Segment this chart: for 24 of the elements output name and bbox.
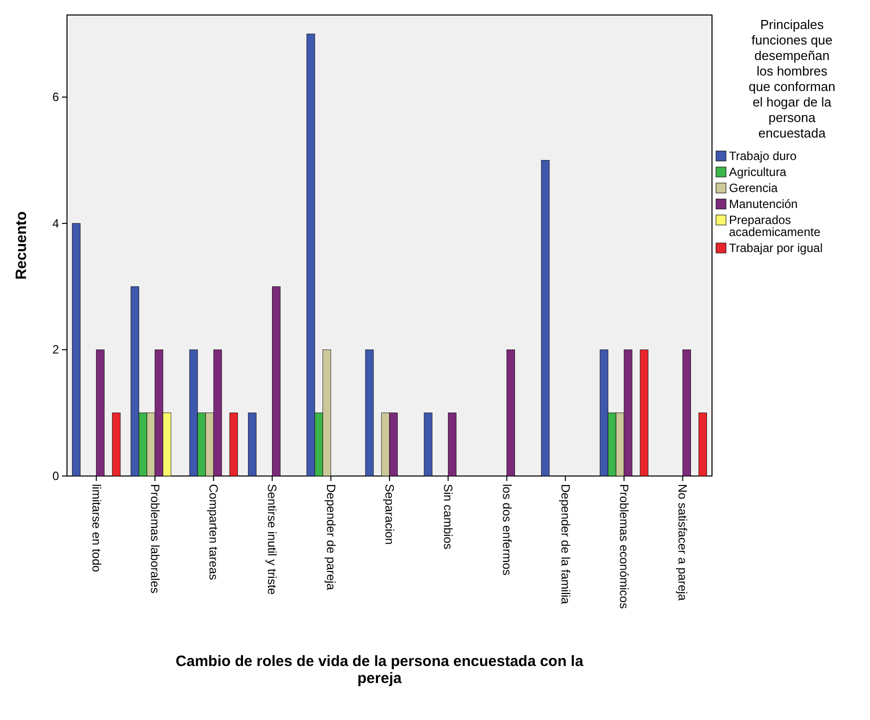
legend-label: Trabajo duro [729, 149, 797, 163]
legend-title: Principales funciones que desempeñan los hombres que conforman el hogar de la persona encuestada [748, 17, 836, 140]
legend-label: Preparados academicamente [729, 213, 821, 239]
legend-label: Trabajar por igual [729, 241, 823, 255]
legend-label: Gerencia [729, 181, 778, 195]
x-tick-label: Sin cambios [441, 484, 456, 550]
x-tick-label: Problemas laborales [148, 484, 162, 594]
x-tick-label: Problemas económicos [617, 484, 632, 609]
legend-label: Agricultura [729, 165, 787, 179]
x-axis-title: Cambio de roles de vida de la persona encuestada con la pereja [176, 653, 584, 687]
x-tick-label: Depender de pareja [324, 484, 338, 590]
y-tick-label: 0 [52, 469, 60, 483]
y-tick-label: 4 [52, 216, 60, 230]
x-tick-label: Comparten tareas [206, 484, 221, 580]
x-tick-label: Sentirse inutil y triste [265, 484, 280, 596]
y-axis-title: Recuento [13, 211, 30, 280]
y-tick-label: 2 [52, 342, 60, 357]
y-tick-label: 6 [52, 90, 60, 104]
x-tick-label: Depender de la familia [558, 484, 572, 604]
x-tick-label: No satisfacer a pareja [676, 484, 690, 602]
x-tick-label: los dos enfermos [500, 484, 514, 576]
x-tick-label: limitarse en todo [89, 484, 104, 572]
x-tick-label: Separacion [382, 484, 396, 545]
legend-label: Manutención [729, 197, 798, 211]
